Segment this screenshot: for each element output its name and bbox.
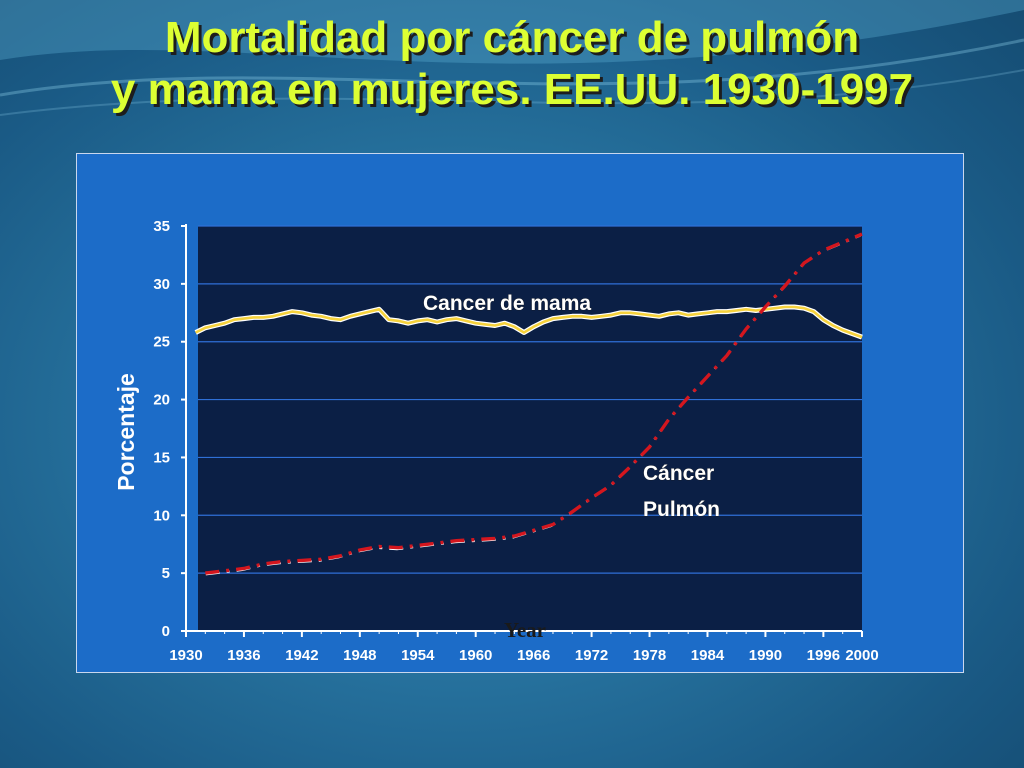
- y-tick-label-10: 10: [153, 507, 170, 524]
- y-tick-label-30: 30: [153, 276, 170, 293]
- y-axis-label: Porcentaje: [113, 373, 139, 491]
- plot-area: [198, 226, 862, 631]
- x-tick-label-1978: 1978: [633, 647, 666, 664]
- x-tick-label-1936: 1936: [227, 647, 260, 664]
- x-tick-label-2000: 2000: [845, 647, 878, 664]
- series-breast-line: [195, 305, 863, 339]
- series-lung-line: [205, 232, 863, 575]
- y-tick-label-5: 5: [162, 565, 170, 582]
- title-line-2: y mama en mujeres. EE.UU. 1930-1997: [110, 65, 914, 114]
- x-tick-label-1960: 1960: [459, 647, 492, 664]
- title-line-1: Mortalidad por cáncer de pulmón: [164, 13, 860, 62]
- plot-left-strip: [187, 226, 198, 631]
- tick-labels: 0 5 10 15 20 25 30 35 1930 1936 1942 1948 1954 1960 19…: [153, 218, 878, 664]
- annotation-lung-1: Cáncer: [643, 462, 714, 485]
- mortality-chart: 0 5 10 15 20 25 30 35 1930 1936 1942 1948 1954 1960 19…: [113, 218, 879, 664]
- x-tick-label-1990: 1990: [749, 647, 782, 664]
- axes: [181, 224, 863, 637]
- annotation-lung-2: Pulmón: [643, 498, 720, 521]
- x-tick-label-1996: 1996: [807, 647, 840, 664]
- y-tick-label-20: 20: [153, 392, 170, 409]
- series-layer: [194, 232, 863, 576]
- y-tick-label-15: 15: [153, 449, 170, 466]
- x-tick-label-1972: 1972: [575, 647, 608, 664]
- x-tick-label-1984: 1984: [691, 647, 725, 664]
- y-tick-label-0: 0: [162, 623, 170, 640]
- x-axis-label: Year: [504, 618, 546, 642]
- x-tick-label-1930: 1930: [169, 647, 202, 664]
- x-tick-label-1966: 1966: [517, 647, 550, 664]
- page-title: Mortalidad por cáncer de pulmón y mama e…: [0, 12, 1024, 116]
- gridlines: [187, 225, 862, 631]
- y-tick-label-25: 25: [153, 334, 170, 351]
- annotation-breast: Cancer de mama: [423, 292, 591, 315]
- x-tick-label-1954: 1954: [401, 647, 435, 664]
- chart-frame: 0 5 10 15 20 25 30 35 1930 1936 1942 1948 1954 1960 19…: [76, 153, 964, 673]
- x-tick-label-1948: 1948: [343, 647, 376, 664]
- x-tick-label-1942: 1942: [285, 647, 318, 664]
- y-tick-label-35: 35: [153, 218, 170, 235]
